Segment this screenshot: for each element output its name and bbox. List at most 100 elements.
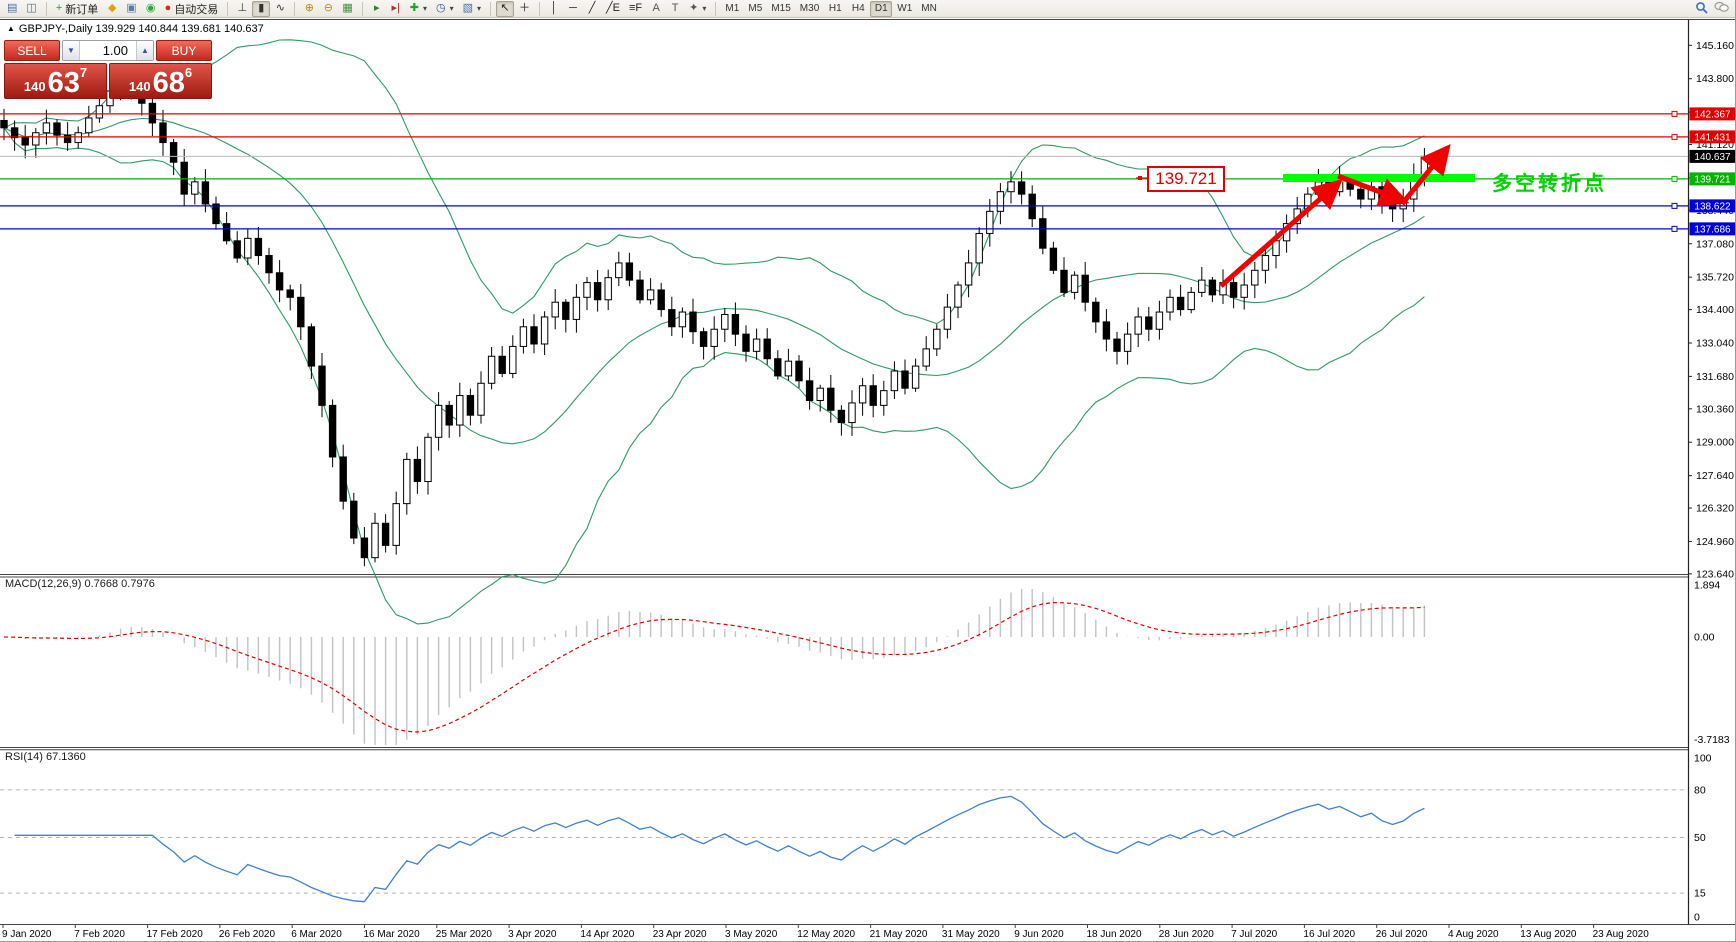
volume-stepper[interactable]: ▼ 1.00 ▲ <box>62 40 154 61</box>
hline-anchor[interactable] <box>1671 175 1678 182</box>
svg-text:141.431: 141.431 <box>1694 132 1731 143</box>
auto-scroll-button[interactable]: ▸ <box>368 1 386 17</box>
symbol-dropdown-arrow[interactable]: ▲ <box>7 24 15 33</box>
timeframe-m15-button[interactable]: M15 <box>771 3 791 14</box>
chevron-down-icon[interactable]: ▾ <box>422 4 427 13</box>
svg-text:13 Aug 2020: 13 Aug 2020 <box>1520 929 1577 940</box>
svg-text:137.686: 137.686 <box>1694 224 1731 235</box>
red-arrow-1[interactable] <box>1219 179 1343 288</box>
styles-icon-glyph: ◆ <box>108 2 117 14</box>
toolbar-separator <box>715 1 717 16</box>
callout-anchor[interactable] <box>1138 176 1142 180</box>
red-arrow-2[interactable] <box>1337 173 1410 207</box>
timeframe-h4-button[interactable]: H4 <box>851 3 865 14</box>
svg-text:133.040: 133.040 <box>1696 337 1734 349</box>
chat-icon[interactable] <box>1714 1 1729 16</box>
timeframe-m5-button[interactable]: M5 <box>748 3 763 14</box>
svg-text:28 Jun 2020: 28 Jun 2020 <box>1159 929 1214 940</box>
red-arrow-3[interactable] <box>1400 144 1451 206</box>
periods-button[interactable]: ◷ ▾ <box>432 1 458 17</box>
candle-chart-type-button-glyph: ▮ <box>258 2 265 14</box>
volume-value[interactable]: 1.00 <box>102 43 128 58</box>
templates-button[interactable]: ▧ ▾ <box>459 1 485 17</box>
line-chart-type-button[interactable]: ∿ <box>271 1 289 17</box>
bid-price-display[interactable]: 140 63 7 <box>4 63 107 99</box>
chevron-down-icon[interactable]: ▾ <box>476 4 481 13</box>
svg-text:139.721: 139.721 <box>1694 174 1731 185</box>
volume-down-button[interactable]: ▼ <box>63 41 80 60</box>
zoom-in-button[interactable]: ⊕ <box>300 1 318 17</box>
arrows-tool-button[interactable]: ✦ ▾ <box>685 1 710 17</box>
channel-tool-button[interactable]: ╱E <box>602 1 624 17</box>
timeframe-h1-button[interactable]: H1 <box>828 3 842 14</box>
trendline-tool-button[interactable]: ╱ <box>583 1 601 17</box>
hline-tool-button[interactable]: ─ <box>564 1 582 17</box>
vline-tool-button[interactable]: │ <box>545 1 563 17</box>
chart-shift-button-glyph: ▸| <box>391 2 400 14</box>
text-tool-button[interactable]: A <box>647 1 665 17</box>
crosshair-tool-button[interactable]: ＋ <box>515 1 534 17</box>
cursor-tool-button[interactable]: ↖ <box>496 0 514 17</box>
hline-anchor[interactable] <box>1671 110 1678 117</box>
toolbar-right-icons <box>1695 1 1733 17</box>
terminal-icon[interactable]: ▣ <box>122 1 140 17</box>
horizontal-level-lines[interactable] <box>0 110 1688 232</box>
search-icon[interactable] <box>1695 1 1708 17</box>
svg-text:50: 50 <box>1694 832 1706 844</box>
tile-windows-button-glyph: ▦ <box>342 2 353 14</box>
svg-text:131.680: 131.680 <box>1696 371 1734 383</box>
sell-button[interactable]: SELL <box>4 40 60 61</box>
hline-anchor[interactable] <box>1671 133 1678 140</box>
toolbar-separator <box>294 1 296 16</box>
candle-chart-type-button[interactable]: ▮ <box>252 0 271 17</box>
svg-text:23 Apr 2020: 23 Apr 2020 <box>653 929 707 940</box>
tile-windows-button[interactable]: ▦ <box>338 1 356 17</box>
timeframe-d1-button[interactable]: D1 <box>870 0 893 17</box>
svg-text:3 May 2020: 3 May 2020 <box>725 929 778 940</box>
svg-text:9 Jun 2020: 9 Jun 2020 <box>1014 929 1064 940</box>
label-tool-button[interactable]: T <box>666 1 684 17</box>
svg-text:15: 15 <box>1694 888 1706 900</box>
price-badge-141.431 <box>1689 130 1735 144</box>
price-callout-139721[interactable]: 139.721 <box>1147 166 1225 192</box>
price-badge-140.637 <box>1689 149 1735 163</box>
timeframe-m1-button[interactable]: M1 <box>725 3 740 14</box>
autotrade-button[interactable]: ● 自动交易 <box>161 1 223 17</box>
volume-up-button[interactable]: ▲ <box>136 41 153 60</box>
chart-window-icon[interactable]: ▤ <box>3 1 21 17</box>
thick-green-trendline[interactable] <box>1283 174 1475 182</box>
hline-anchor[interactable] <box>1671 225 1678 232</box>
zoom-out-button[interactable]: ⊖ <box>319 1 337 17</box>
styles-icon[interactable]: ◆ <box>103 1 121 17</box>
svg-text:126.320: 126.320 <box>1696 503 1734 515</box>
add-indicator-button[interactable]: ✚ ▾ <box>406 1 431 17</box>
timeframe-m30-button[interactable]: M30 <box>799 3 820 14</box>
timeframe-w1-button[interactable]: W1 <box>897 3 913 14</box>
new-order-button[interactable]: + 新订单 <box>52 1 102 17</box>
svg-text:26 Feb 2020: 26 Feb 2020 <box>219 929 276 940</box>
buy-button[interactable]: BUY <box>156 40 212 61</box>
svg-text:1.894: 1.894 <box>1694 579 1720 591</box>
chevron-down-icon[interactable]: ▾ <box>702 4 707 13</box>
one-click-trading-panel: SELL ▼ 1.00 ▲ BUY 140 63 7 140 68 6 <box>4 40 212 99</box>
svg-text:135.720: 135.720 <box>1696 272 1734 284</box>
user-drawings[interactable] <box>1136 144 1475 288</box>
signals-icon[interactable]: ◉ <box>142 1 160 17</box>
text-tool-button-glyph: A <box>652 2 660 14</box>
svg-text:130.360: 130.360 <box>1696 403 1734 415</box>
turning-point-annotation[interactable]: 多空转折点 <box>1492 173 1607 195</box>
timeframe-mn-button[interactable]: MN <box>921 3 937 14</box>
ask-price-display[interactable]: 140 68 6 <box>109 63 212 99</box>
svg-text:140.637: 140.637 <box>1694 152 1731 163</box>
fibonacci-tool-button[interactable]: ≡F <box>625 1 646 17</box>
svg-text:134.400: 134.400 <box>1696 304 1734 316</box>
data-window-icon[interactable]: ◫ <box>22 1 40 17</box>
svg-text:137.080: 137.080 <box>1696 238 1734 250</box>
chart-shift-button[interactable]: ▸| <box>387 1 405 17</box>
chevron-down-icon[interactable]: ▾ <box>449 4 454 13</box>
svg-text:0: 0 <box>1694 912 1700 924</box>
bar-chart-type-button[interactable]: ⊥ <box>233 1 251 17</box>
hline-anchor[interactable] <box>1671 202 1678 209</box>
cursor-tool-button-glyph: ↖ <box>500 2 510 14</box>
